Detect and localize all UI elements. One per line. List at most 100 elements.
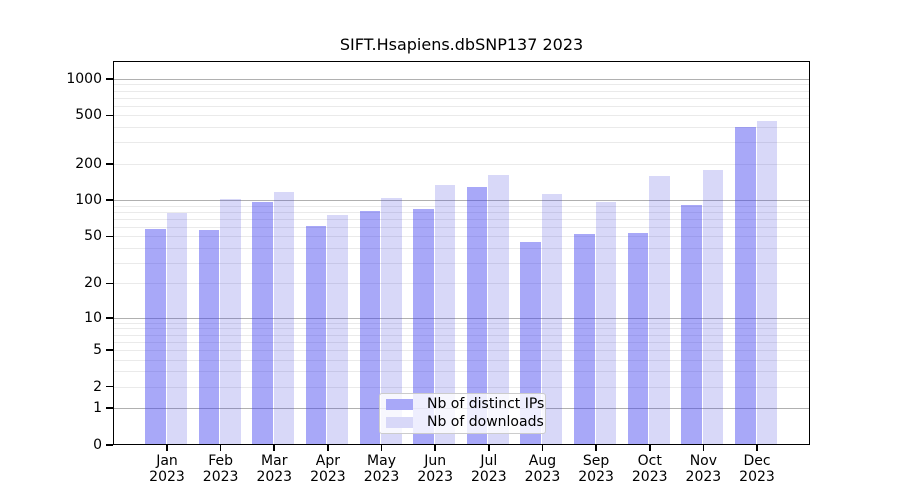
legend-swatch-distinct-ips xyxy=(386,398,413,410)
y-tick-label: 1000 xyxy=(66,70,102,87)
y-tick-label: 500 xyxy=(75,107,102,124)
x-tick-mark xyxy=(380,445,383,451)
y-tick-label: 5 xyxy=(93,341,102,358)
bar-distinct-ips xyxy=(627,233,649,445)
bar-distinct-ips xyxy=(413,208,434,445)
bar-downloads xyxy=(327,214,348,445)
legend-label-distinct-ips: Nb of distinct IPs xyxy=(427,395,545,412)
legend-entry-distinct-ips: Nb of distinct IPs xyxy=(386,396,544,412)
legend-swatch-downloads xyxy=(386,416,413,428)
gridline-major xyxy=(113,78,810,80)
bar-distinct-ips xyxy=(305,226,327,445)
gridline-minor xyxy=(113,97,810,99)
x-tick-mark xyxy=(327,445,329,451)
y-tick-label: 50 xyxy=(84,228,102,245)
gridline-minor xyxy=(113,90,810,92)
x-tick-year: 2023 xyxy=(631,468,668,485)
x-tick-label: Sep 2023 xyxy=(564,453,628,485)
y-tick-mark xyxy=(106,444,113,446)
legend-label-downloads: Nb of downloads xyxy=(427,413,544,430)
bar-distinct-ips xyxy=(735,127,756,445)
x-tick-month: Mar xyxy=(261,453,288,469)
x-tick-year: 2023 xyxy=(578,468,614,485)
y-tick-mark xyxy=(106,163,113,165)
x-tick-mark xyxy=(756,445,758,451)
gridline-minor xyxy=(113,236,810,238)
bar-distinct-ips xyxy=(681,204,702,445)
gridline-major xyxy=(113,317,810,319)
y-tick-mark xyxy=(106,199,113,202)
x-tick-month: Aug xyxy=(528,453,557,469)
legend-entry-downloads: Nb of downloads xyxy=(386,414,544,430)
bar-downloads xyxy=(702,169,724,445)
gridline-minor xyxy=(113,349,810,351)
y-tick-mark xyxy=(106,316,113,319)
gridline-minor xyxy=(113,105,810,107)
x-tick-mark xyxy=(648,445,651,451)
gridline-minor xyxy=(113,283,810,285)
x-tick-year: 2023 xyxy=(524,468,561,485)
x-tick-month: Jul xyxy=(480,453,498,469)
legend: Nb of distinct IPs Nb of downloads xyxy=(379,392,546,434)
y-tick-mark xyxy=(106,77,113,80)
bar-downloads xyxy=(381,197,402,445)
gridline-minor xyxy=(113,386,810,388)
x-tick-year: 2023 xyxy=(363,468,400,485)
gridline-minor xyxy=(113,262,810,264)
x-tick-mark xyxy=(273,445,276,451)
x-tick-label: Jul 2023 xyxy=(457,453,521,485)
bar-downloads xyxy=(756,120,777,445)
chart-title: SIFT.Hsapiens.dbSNP137 2023 xyxy=(339,35,584,54)
x-tick-label: Jun 2023 xyxy=(403,453,467,485)
x-tick-month: Jun xyxy=(424,453,447,469)
x-tick-mark xyxy=(541,445,544,451)
x-tick-month: Apr xyxy=(315,453,341,469)
bar-downloads xyxy=(541,194,563,445)
x-tick-month: May xyxy=(367,453,396,469)
y-tick-label: 1 xyxy=(93,400,102,417)
bar-downloads xyxy=(488,174,509,445)
bar-distinct-ips xyxy=(252,202,273,445)
x-tick-month: Jan xyxy=(156,453,178,469)
y-tick-mark xyxy=(106,235,113,238)
y-tick-mark xyxy=(106,114,113,117)
x-tick-mark xyxy=(219,445,222,451)
gridline-minor xyxy=(113,211,810,213)
x-tick-mark xyxy=(166,445,168,451)
x-tick-label: Nov 2023 xyxy=(671,453,735,485)
gridline-minor xyxy=(113,334,810,336)
y-tick-mark xyxy=(106,407,113,409)
bar-downloads xyxy=(595,201,617,445)
gridline-minor xyxy=(113,341,810,343)
x-tick-month: Feb xyxy=(208,453,234,469)
bar-distinct-ips xyxy=(359,210,381,445)
gridline-minor xyxy=(113,84,810,86)
gridline-minor xyxy=(113,115,810,117)
x-tick-label: Jan 2023 xyxy=(135,453,199,485)
x-tick-mark xyxy=(595,445,597,451)
bar-downloads xyxy=(273,191,295,445)
x-tick-year: 2023 xyxy=(470,468,507,485)
x-tick-month: Sep xyxy=(582,453,610,469)
x-tick-label: Dec 2023 xyxy=(725,453,789,485)
y-tick-mark xyxy=(106,349,113,351)
y-tick-label: 2 xyxy=(93,378,102,395)
x-tick-label: May 2023 xyxy=(350,453,414,485)
x-tick-year: 2023 xyxy=(739,468,775,485)
bar-downloads xyxy=(220,199,241,445)
y-tick-label: 10 xyxy=(84,309,102,326)
x-tick-year: 2023 xyxy=(310,468,346,485)
x-tick-label: Apr 2023 xyxy=(296,453,360,485)
x-tick-month: Nov xyxy=(689,453,718,469)
y-tick-mark xyxy=(106,282,113,285)
plot-area xyxy=(113,61,810,445)
x-tick-month: Dec xyxy=(743,453,771,469)
x-tick-label: Aug 2023 xyxy=(510,453,574,485)
bar-distinct-ips xyxy=(574,234,595,445)
gridline-minor xyxy=(113,371,810,373)
x-tick-year: 2023 xyxy=(149,468,185,485)
y-tick-label: 100 xyxy=(75,192,102,209)
bar-downloads xyxy=(649,176,670,445)
gridline-minor xyxy=(113,248,810,250)
